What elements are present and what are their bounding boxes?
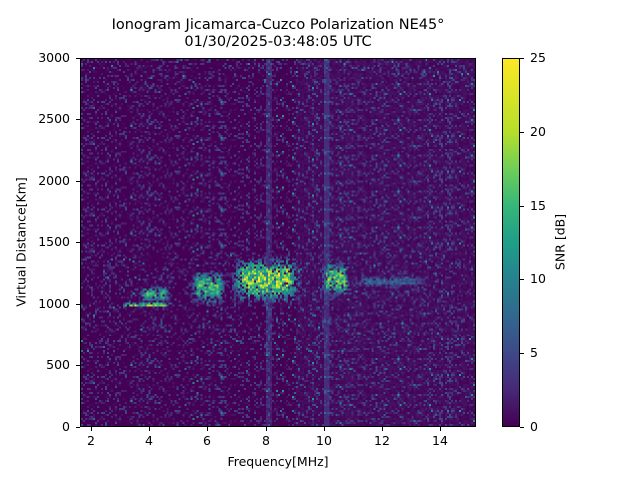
colorbar-tick-label: 15	[530, 198, 546, 213]
x-tick-label: 10	[316, 433, 332, 448]
y-tick-mark	[76, 304, 80, 305]
y-tick-mark	[76, 427, 80, 428]
y-tick-label: 2500	[38, 111, 70, 126]
y-tick-label: 500	[46, 357, 70, 372]
chart-subtitle-timestamp: 01/30/2025-03:48:05 UTC	[184, 34, 372, 50]
x-tick-mark	[440, 427, 441, 431]
y-tick-label: 0	[62, 419, 70, 434]
colorbar-tick-mark	[520, 353, 524, 354]
chart-title: Ionogram Jicamarca-Cuzco Polarization NE…	[111, 17, 445, 33]
ionogram-plot-area	[80, 58, 476, 427]
x-tick-label: 6	[203, 433, 211, 448]
x-tick-mark	[149, 427, 150, 431]
x-tick-label: 4	[145, 433, 153, 448]
x-tick-label: 14	[432, 433, 448, 448]
y-tick-label: 2000	[38, 173, 70, 188]
x-axis-label: Frequency[MHz]	[227, 454, 329, 469]
colorbar-tick-mark	[520, 206, 524, 207]
y-tick-label: 3000	[38, 50, 70, 65]
y-axis-label: Virtual Distance[Km]	[13, 177, 29, 307]
colorbar-tick-mark	[520, 279, 524, 280]
x-tick-mark	[382, 427, 383, 431]
colorbar	[502, 58, 520, 427]
colorbar-tick-mark	[520, 58, 524, 59]
y-tick-label: 1500	[38, 234, 70, 249]
colorbar-tick-mark	[520, 132, 524, 133]
x-tick-mark	[91, 427, 92, 431]
y-tick-mark	[76, 365, 80, 366]
colorbar-tick-label: 5	[530, 345, 538, 360]
y-tick-mark	[76, 119, 80, 120]
colorbar-label: SNR [dB]	[552, 213, 568, 271]
colorbar-tick-label: 20	[530, 124, 546, 139]
colorbar-tick-label: 10	[530, 271, 546, 286]
ionogram-heatmap	[81, 59, 475, 426]
colorbar-tick-mark	[520, 427, 524, 428]
y-tick-mark	[76, 58, 80, 59]
x-tick-mark	[207, 427, 208, 431]
y-tick-mark	[76, 242, 80, 243]
x-tick-label: 2	[87, 433, 95, 448]
x-tick-mark	[324, 427, 325, 431]
colorbar-tick-label: 25	[530, 50, 546, 65]
colorbar-tick-label: 0	[530, 419, 538, 434]
x-tick-label: 8	[262, 433, 270, 448]
y-tick-mark	[76, 181, 80, 182]
x-tick-mark	[266, 427, 267, 431]
y-tick-label: 1000	[38, 296, 70, 311]
x-tick-label: 12	[374, 433, 390, 448]
